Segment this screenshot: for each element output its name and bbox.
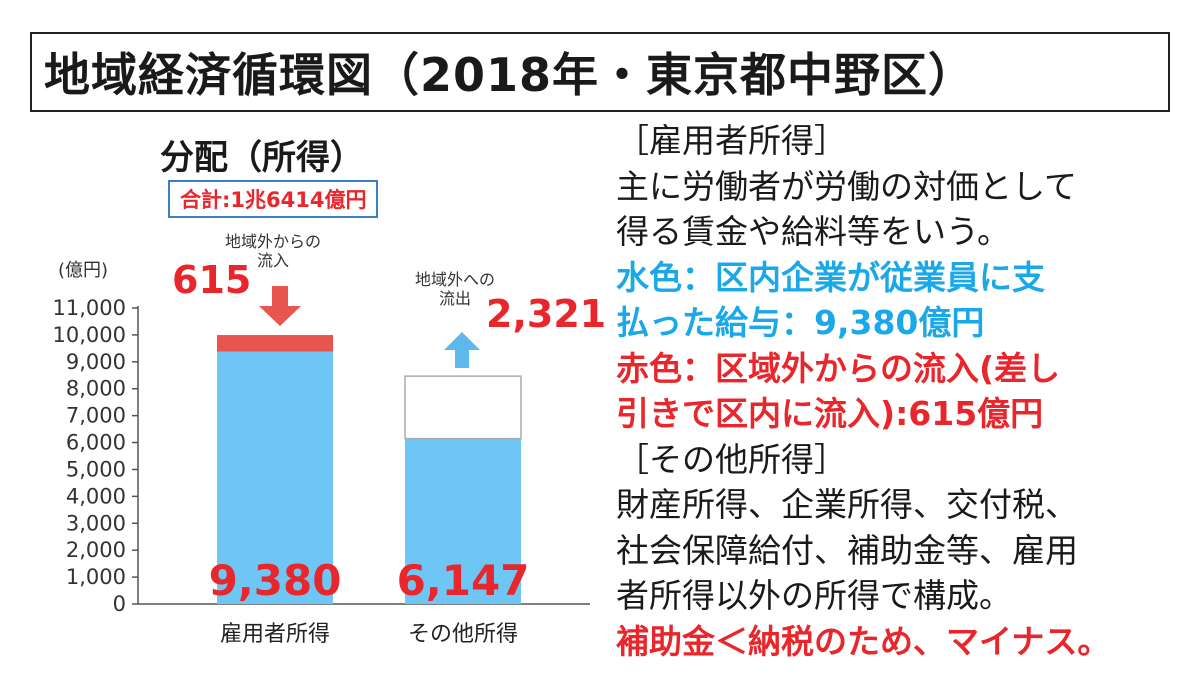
- description-panel: ［雇用者所得］ 主に労働者が労働の対価として 得る賃金や給料等をいう。 水色：区内企業…: [616, 118, 1196, 664]
- outflow-value: 2,321: [486, 292, 607, 336]
- bar-segment: [404, 375, 522, 440]
- bar-segment: [217, 335, 333, 352]
- y-tick-label: 1,000: [66, 565, 126, 589]
- chart-title: 分配（所得）: [160, 138, 364, 178]
- y-tick-label: 7,000: [66, 404, 126, 428]
- outflow-arrow-icon: [444, 332, 480, 368]
- description-line: 者所得以外の所得で構成。: [616, 576, 1012, 615]
- description-line: 水色：区内企業が従業員に支: [616, 257, 1045, 297]
- x-category-label: その他所得: [407, 622, 518, 647]
- y-tick-label: 10,000: [53, 323, 126, 347]
- y-tick-label: 2,000: [66, 538, 126, 562]
- description-line: 引きで区内に流入):615億円: [616, 394, 1044, 433]
- description-line: ［その他所得］: [616, 439, 847, 479]
- bar-segment: [405, 438, 521, 604]
- description-line: 社会保障給付、補助金等、雇用: [616, 530, 1078, 570]
- description-line: 主に労働者が労働の対価として: [616, 166, 1078, 206]
- y-tick-label: 9,000: [66, 350, 126, 374]
- description-line: 財産所得、企業所得、交付税、: [616, 485, 1078, 524]
- y-tick-label: 4,000: [66, 484, 126, 508]
- description-line: 補助金＜納税のため、マイナス。: [616, 621, 1111, 661]
- y-axis-unit-label: (億円): [58, 260, 109, 281]
- y-tick-label: 3,000: [66, 511, 126, 535]
- y-tick-label: 6,000: [66, 431, 126, 455]
- bar-value-label: 6,147: [396, 556, 530, 605]
- y-tick-label: 5,000: [66, 457, 126, 481]
- outflow-note: 地域外への 流出: [414, 270, 495, 308]
- inflow-value: 615: [172, 258, 252, 302]
- description-line: ［雇用者所得］: [616, 121, 847, 160]
- x-category-label: 雇用者所得: [219, 622, 330, 647]
- y-tick-label: 8,000: [66, 377, 126, 401]
- description-line: 赤色：区域外からの流入(差し: [616, 348, 1061, 388]
- bar-value-label: 9,380: [208, 556, 342, 605]
- inflow-arrow-icon: [259, 286, 301, 326]
- y-tick-label: 0: [113, 592, 126, 616]
- bar-segment: [217, 351, 333, 604]
- y-tick-label: 11,000: [53, 296, 126, 320]
- total-label: 合計:1兆6414億円: [168, 180, 379, 218]
- inflow-note: 地域外からの 流入: [224, 232, 321, 270]
- description-line: 得る賃金や給料等をいう。: [616, 212, 1011, 251]
- description-line: 払った給与：9,380億円: [616, 303, 985, 342]
- page-title: 地域経済循環図（2018年・東京都中野区）: [30, 32, 1170, 112]
